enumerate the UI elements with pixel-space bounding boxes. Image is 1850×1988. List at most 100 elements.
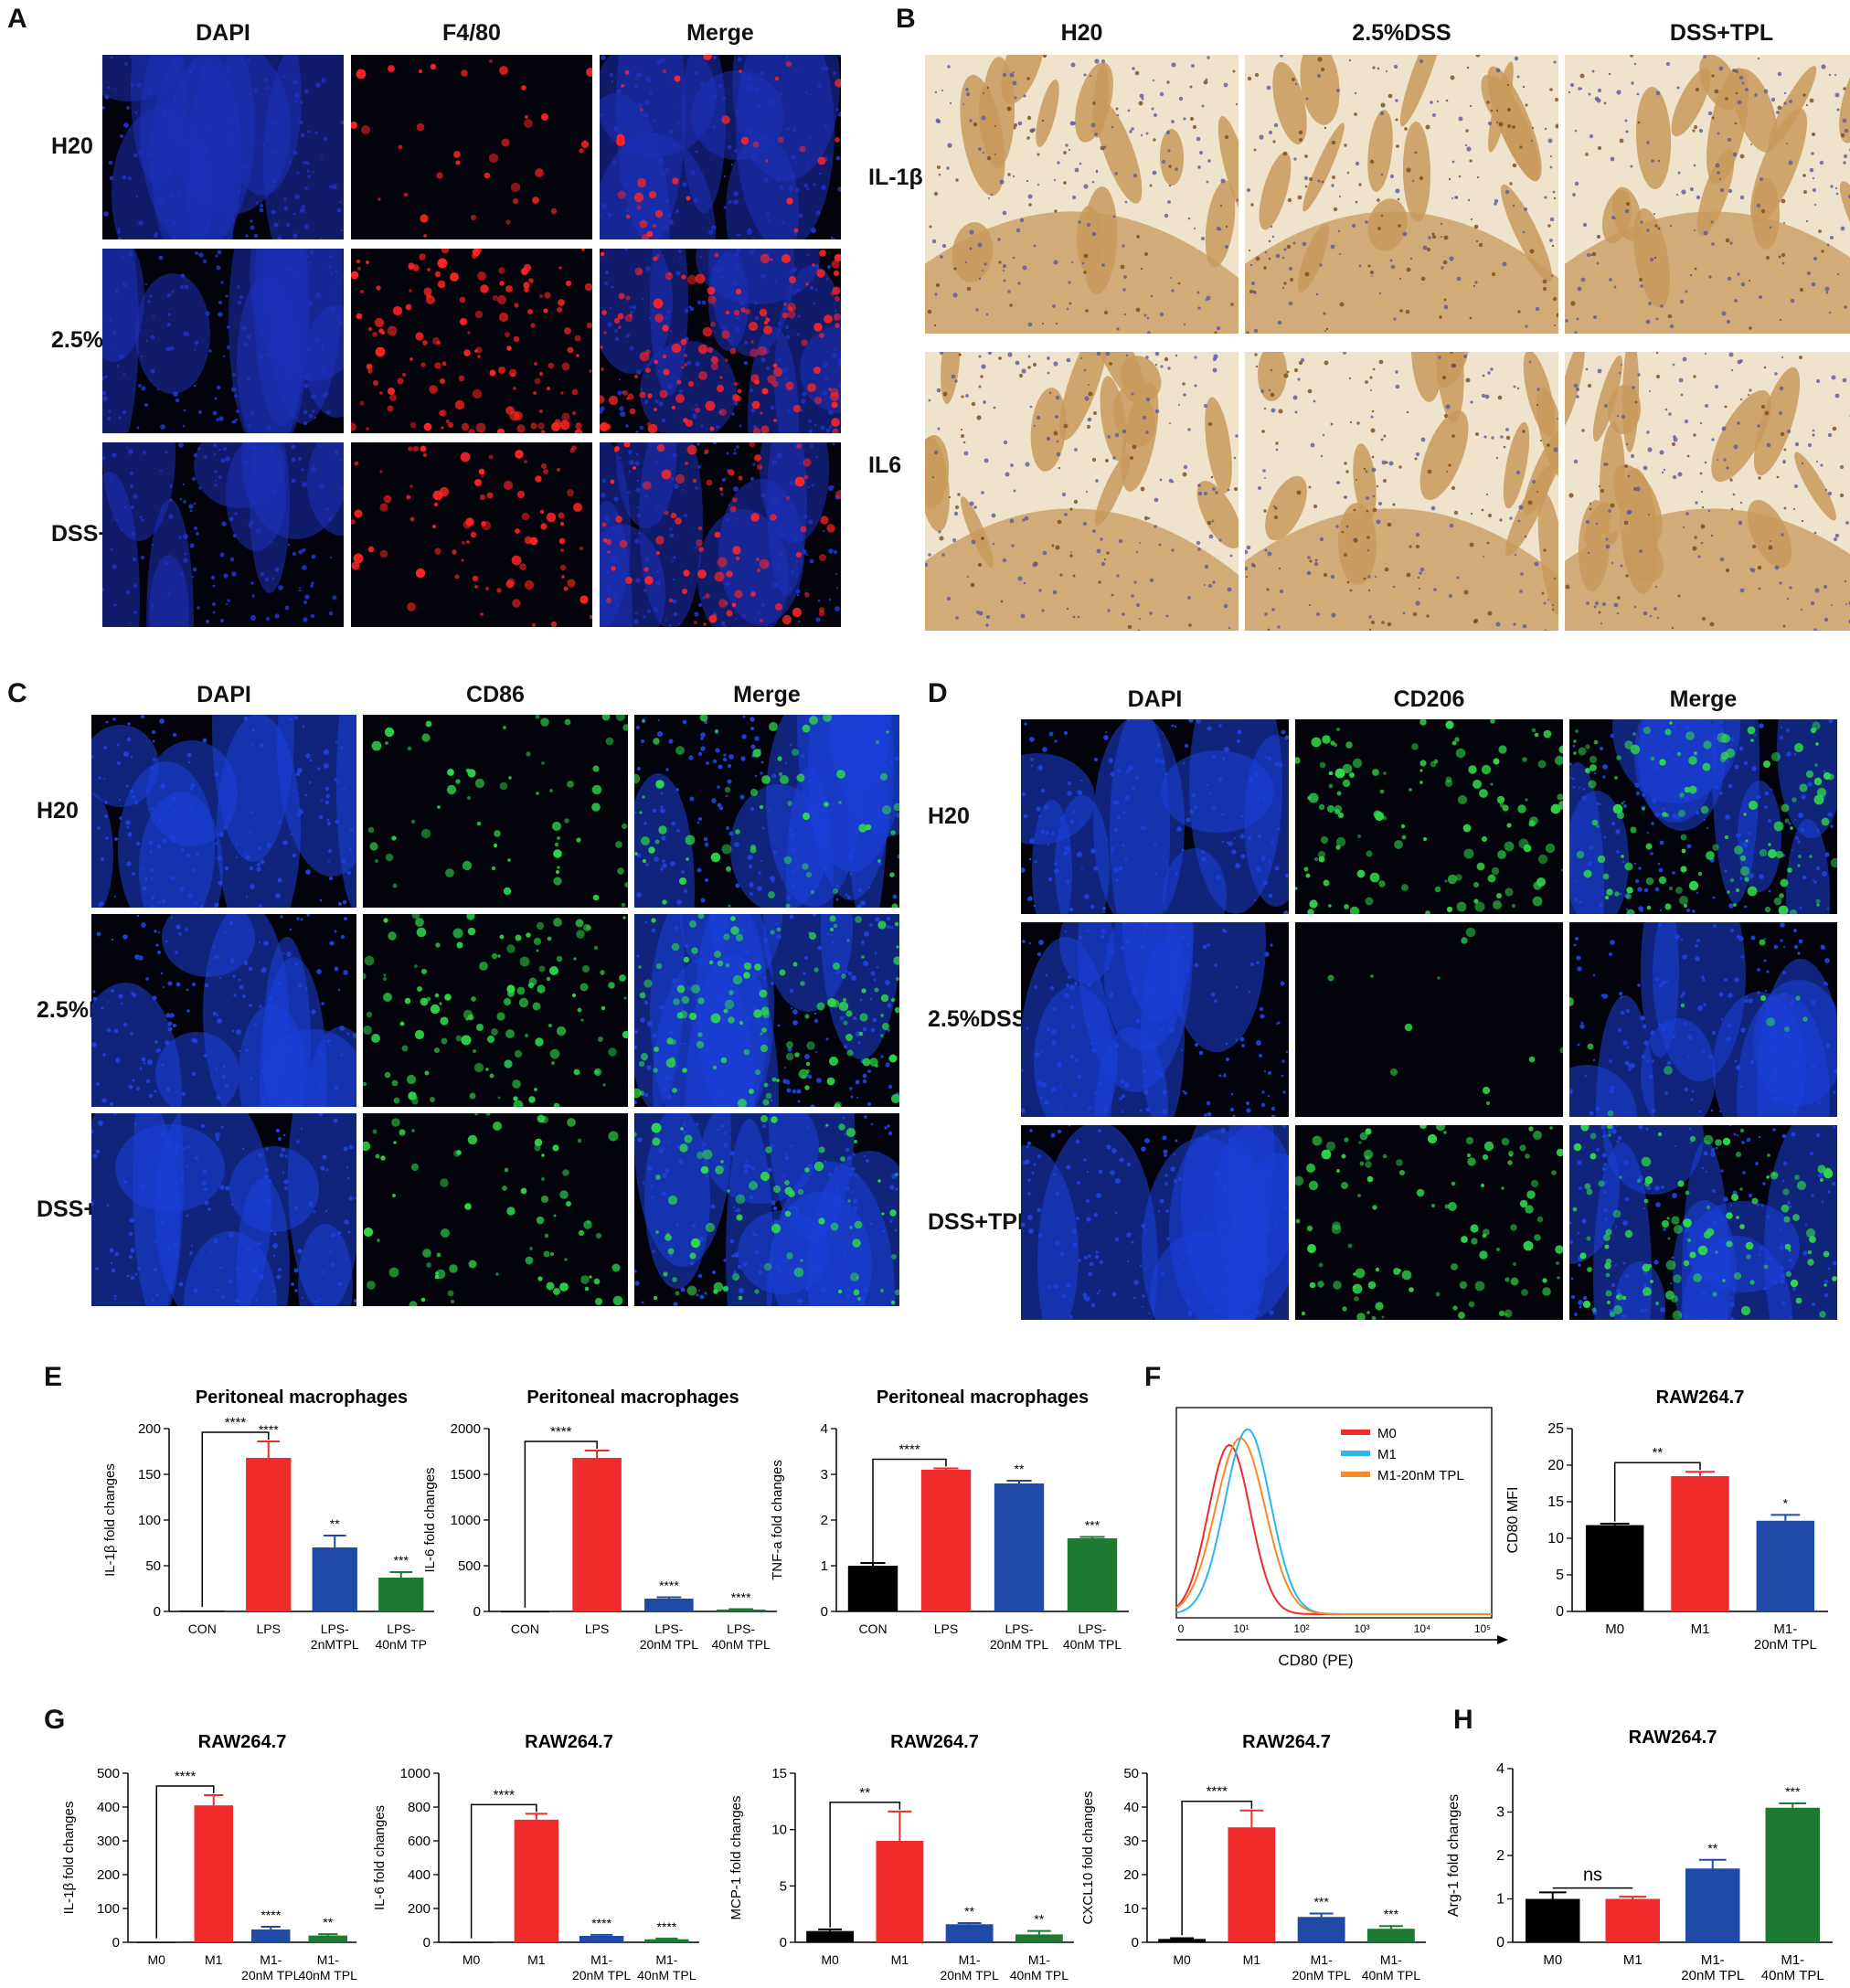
x-tick-label: M1- xyxy=(959,1952,981,1967)
y-tick-label: 20 xyxy=(1123,1867,1139,1883)
y-tick-label: 500 xyxy=(97,1766,120,1781)
bar xyxy=(378,1578,424,1611)
y-tick-label: 0 xyxy=(821,1604,828,1620)
x-tick-label: M1 xyxy=(1623,1952,1643,1968)
y-tick-label: 150 xyxy=(138,1467,161,1483)
chart-title: Peritoneal macrophages xyxy=(196,1387,408,1408)
x-tick-label: M0 xyxy=(148,1952,166,1967)
significance-mark: *** xyxy=(1785,1784,1801,1799)
legend-label: M1-20nM TPL xyxy=(1377,1468,1464,1483)
bar xyxy=(1765,1807,1820,1942)
x-tick-label: M1- xyxy=(1311,1952,1333,1967)
y-tick-label: 10 xyxy=(771,1823,787,1838)
panel-c-letter: C xyxy=(7,678,27,708)
y-tick-label: 5 xyxy=(1556,1568,1564,1583)
x-tick-label: LPS- xyxy=(654,1621,683,1636)
c-micrograph xyxy=(91,914,356,1107)
bar xyxy=(1526,1898,1580,1942)
significance-mark: **** xyxy=(259,1422,279,1437)
x-tick-label: 10¹ xyxy=(1233,1622,1249,1635)
c-row-header: H20 xyxy=(37,797,79,824)
y-axis-label: Arg-1 fold changes xyxy=(1446,1794,1462,1917)
chart-title: RAW264.7 xyxy=(198,1732,287,1752)
y-tick-label: 0 xyxy=(1496,1935,1504,1951)
x-tick-label: 10² xyxy=(1293,1622,1309,1635)
x-tick-label: 0 xyxy=(1178,1622,1185,1635)
y-tick-label: 0 xyxy=(473,1604,481,1620)
significance-mark: **** xyxy=(731,1590,751,1605)
c-micrograph xyxy=(363,715,628,908)
y-axis-label: TNF-a fold changes xyxy=(770,1460,785,1580)
y-tick-label: 1000 xyxy=(400,1766,431,1781)
x-tick-label: M1- xyxy=(1781,1952,1804,1968)
y-tick-label: 0 xyxy=(154,1604,161,1620)
y-tick-label: 50 xyxy=(1123,1766,1139,1781)
bar xyxy=(246,1458,292,1611)
y-tick-label: 500 xyxy=(458,1558,481,1574)
x-tick-label: 10⁵ xyxy=(1474,1622,1491,1635)
chart-title: RAW264.7 xyxy=(1629,1728,1717,1748)
d-col-header: DAPI xyxy=(1127,686,1183,712)
x-tick-label: M1 xyxy=(527,1952,546,1967)
bar xyxy=(716,1610,766,1611)
x-tick-label: 10⁴ xyxy=(1414,1622,1431,1635)
bracket-label: **** xyxy=(1207,1784,1228,1800)
y-tick-label: 400 xyxy=(97,1800,120,1815)
y-tick-label: 3 xyxy=(1496,1805,1504,1821)
b-row-header: IL6 xyxy=(868,452,902,478)
b-micrograph xyxy=(925,352,1239,631)
y-tick-label: 10 xyxy=(1547,1531,1564,1547)
chart-title: Peritoneal macrophages xyxy=(877,1387,1089,1408)
a-micrograph xyxy=(102,249,344,433)
significance-bracket xyxy=(872,1458,947,1562)
y-tick-label: 600 xyxy=(408,1834,431,1849)
panel-e-letter: E xyxy=(44,1362,63,1392)
y-tick-label: 2 xyxy=(821,1513,828,1528)
histogram-curve xyxy=(1175,1437,1492,1615)
y-tick-label: 1 xyxy=(821,1558,828,1574)
y-tick-label: 30 xyxy=(1123,1834,1139,1849)
y-tick-label: 15 xyxy=(771,1766,787,1781)
a-micrograph xyxy=(351,249,592,433)
significance-mark: *** xyxy=(394,1553,409,1568)
x-tick-label: 20nM TPL xyxy=(640,1637,699,1652)
bracket-label: ** xyxy=(859,1785,870,1801)
bracket-label: **** xyxy=(550,1424,572,1440)
x-tick-label: 20nM TPL xyxy=(241,1968,301,1983)
y-tick-label: 0 xyxy=(780,1935,787,1951)
d-row-header: 2.5%DSS xyxy=(928,1005,1027,1032)
y-axis-label: IL-6 fold changes xyxy=(372,1805,388,1910)
bar xyxy=(1297,1917,1345,1942)
y-axis-label: IL-6 fold changes xyxy=(422,1467,438,1572)
significance-mark: ** xyxy=(964,1904,974,1919)
y-tick-label: 3 xyxy=(821,1467,828,1483)
significance-bracket xyxy=(829,1802,901,1928)
bar xyxy=(1605,1898,1660,1942)
significance-mark: **** xyxy=(656,1919,676,1934)
d-micrograph xyxy=(1569,1125,1837,1320)
x-tick-label: 20nM TPL xyxy=(1292,1968,1351,1983)
x-tick-label: 40nM TPL xyxy=(637,1968,696,1983)
x-tick-label: M1 xyxy=(1243,1952,1261,1967)
d-micrograph xyxy=(1295,1125,1563,1320)
significance-mark: ** xyxy=(1034,1912,1044,1927)
b-row-header: IL-1β xyxy=(868,165,923,190)
a-micrograph xyxy=(600,249,841,433)
chart-title: RAW264.7 xyxy=(1656,1387,1745,1408)
c-col-header: Merge xyxy=(733,682,801,707)
b-micrograph xyxy=(1565,352,1850,631)
x-tick-label: 40nM TPL xyxy=(299,1968,358,1983)
bar xyxy=(1756,1520,1815,1611)
x-tick-label: M1- xyxy=(317,1952,339,1967)
y-tick-label: 4 xyxy=(1496,1761,1504,1777)
significance-mark: *** xyxy=(1313,1895,1329,1909)
bar xyxy=(579,1935,624,1942)
significance-bracket xyxy=(201,1431,270,1607)
x-tick-label: M1 xyxy=(1691,1621,1710,1637)
y-axis-label: IL-1β fold changes xyxy=(61,1802,77,1915)
b-col-header: 2.5%DSS xyxy=(1352,20,1451,46)
x-tick-label: 40nM TP xyxy=(375,1637,427,1652)
a-col-header: F4/80 xyxy=(442,20,501,46)
x-tick-label: M1- xyxy=(1380,1952,1402,1967)
y-tick-label: 800 xyxy=(408,1800,431,1815)
